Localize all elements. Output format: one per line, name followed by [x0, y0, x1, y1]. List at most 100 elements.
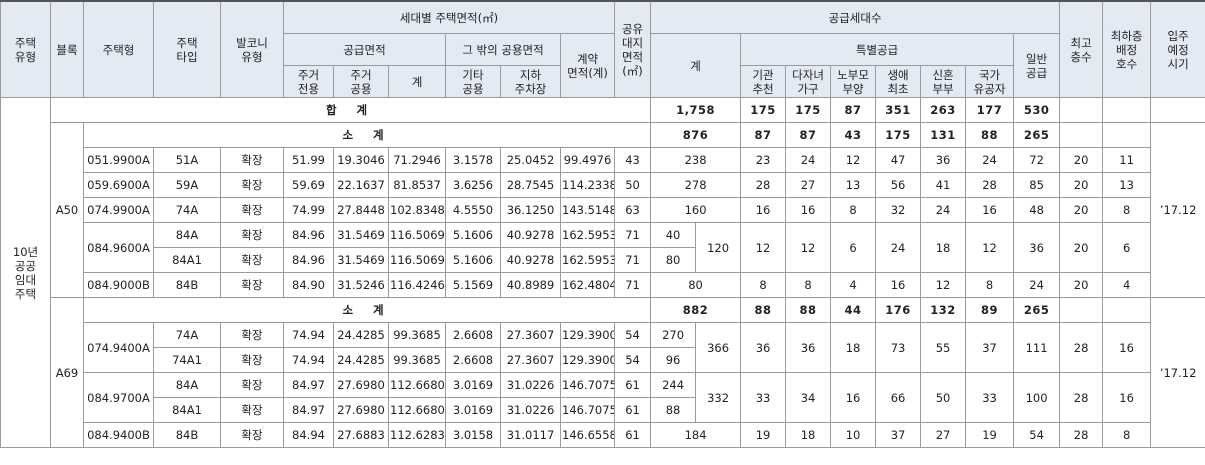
cell: 32	[875, 197, 922, 223]
table-row: 084.9600A 84A 확장 84.96 31.5469 116.5069 5.1606…	[1, 222, 1205, 273]
header-cell: 특별공급	[740, 33, 1015, 66]
cell: 24.4285	[333, 322, 389, 348]
cell: 20	[1059, 222, 1104, 273]
header-cell: 계	[650, 33, 742, 98]
cell: 27.8448	[333, 197, 389, 223]
cell: 31.0117	[500, 422, 561, 448]
header-cell: 최하층 배정 호수	[1102, 0, 1152, 98]
cell: 111	[1013, 322, 1061, 373]
cell: 074.9400A	[83, 322, 154, 373]
cell: 876	[650, 122, 742, 148]
cell: 확장	[220, 272, 284, 298]
cell: 71	[614, 222, 652, 248]
header-cell: 블록	[50, 0, 84, 98]
cell: 33	[965, 372, 1015, 423]
cell: 2.6608	[445, 322, 501, 348]
cell: 19	[740, 422, 787, 448]
header-cell: 공급면적	[283, 33, 446, 66]
cell: 74A1	[153, 347, 221, 373]
cell: 36.1250	[500, 197, 561, 223]
header-cell: 그 밖의 공용면적	[445, 33, 561, 66]
cell: 4	[1102, 272, 1152, 298]
cell: 8	[1102, 422, 1152, 448]
cell: 16	[740, 197, 787, 223]
cell: 084.9000B	[83, 272, 154, 298]
cell: 13	[830, 172, 877, 198]
cell: 28.7545	[500, 172, 561, 198]
cell: 177	[965, 97, 1015, 123]
cell: 20	[1059, 197, 1104, 223]
cell: 332	[695, 372, 742, 423]
cell: 162.5953	[559, 247, 616, 273]
blank-cell	[1059, 122, 1104, 148]
cell: 47	[875, 147, 922, 173]
cell: 2.6608	[445, 347, 501, 373]
cell: 41	[920, 172, 967, 198]
header-cell: 공유 대지 면적 (㎡)	[614, 0, 652, 98]
header-cell: 최고 층수	[1059, 0, 1104, 98]
cell: 129.3900	[559, 322, 616, 348]
cell: 16	[1102, 322, 1152, 373]
cell: 54	[614, 347, 652, 373]
cell: 소 계	[82, 122, 652, 148]
table-row: 084.9700A 84A 확장 84.97 27.6980 112.6680 3.0169…	[1, 372, 1205, 423]
cell: 31.5246	[333, 272, 389, 298]
cell: 36	[920, 147, 967, 173]
blank-cell	[1059, 97, 1104, 123]
cell: 270	[650, 322, 697, 348]
cell: 84.96	[283, 247, 334, 273]
cell: 27.3607	[500, 322, 561, 348]
cell: 146.6558	[559, 422, 616, 448]
cell: 8	[740, 272, 787, 298]
cell: 74.99	[283, 197, 334, 223]
cell: 48	[1013, 197, 1061, 223]
cell: 3.0169	[445, 397, 501, 423]
cell: 265	[1013, 297, 1061, 323]
cell: 확장	[220, 197, 284, 223]
cell: 074.9900A	[83, 197, 154, 223]
cell: 74.94	[283, 347, 334, 373]
header-cell: 노부모 부양	[830, 65, 877, 98]
header-cell: 일반 공급	[1013, 33, 1061, 98]
cell: 확장	[220, 147, 284, 173]
cell: 162.5953	[559, 222, 616, 248]
header-cell: 주택형	[83, 0, 154, 98]
cell: 36	[740, 322, 787, 373]
cell: 12	[920, 272, 967, 298]
cell: 146.7075	[559, 397, 616, 423]
cell: 50	[614, 172, 652, 198]
cell: 72	[1013, 147, 1061, 173]
cell: 114.2338	[559, 172, 616, 198]
table-row: 074.9400A 74A 확장 74.94 24.4285 99.3685 2.6608 2…	[1, 322, 1205, 373]
cell: 88	[650, 397, 697, 423]
cell: 24.4285	[333, 347, 389, 373]
cell: 74A	[153, 322, 221, 348]
blank-cell	[1102, 122, 1152, 148]
cell: 10년 공공 임대 주택	[0, 97, 51, 448]
header-cell: 기관 추천	[740, 65, 787, 98]
cell: 33	[740, 372, 787, 423]
header-cell: 세대별 주택면적(㎡)	[282, 0, 616, 34]
cell: 55	[920, 322, 967, 373]
table-header: 주택 유형 블록 주택형 주택 타입 발코니 유형 세대별 주택면적(㎡) 공유 대지 면적…	[0, 0, 1205, 98]
cell: 18	[830, 322, 877, 373]
cell: 24	[875, 222, 922, 273]
cell: 99.4976	[559, 147, 616, 173]
cell: 84A1	[153, 247, 221, 273]
cell: 23	[740, 147, 787, 173]
cell: 16	[965, 197, 1015, 223]
cell: 18	[920, 222, 967, 273]
cell: 263	[920, 97, 967, 123]
cell: 3.0158	[445, 422, 501, 448]
cell: 12	[785, 222, 832, 273]
cell: 4	[830, 272, 877, 298]
cell: 36	[1013, 222, 1061, 273]
cell: 28	[1059, 372, 1104, 423]
cell: 43	[830, 122, 877, 148]
cell: 84A1	[153, 397, 221, 423]
cell: 84B	[153, 422, 221, 448]
cell: 175	[740, 97, 787, 123]
cell: 56	[875, 172, 922, 198]
cell: 73	[875, 322, 922, 373]
cell: 8	[1102, 197, 1152, 223]
